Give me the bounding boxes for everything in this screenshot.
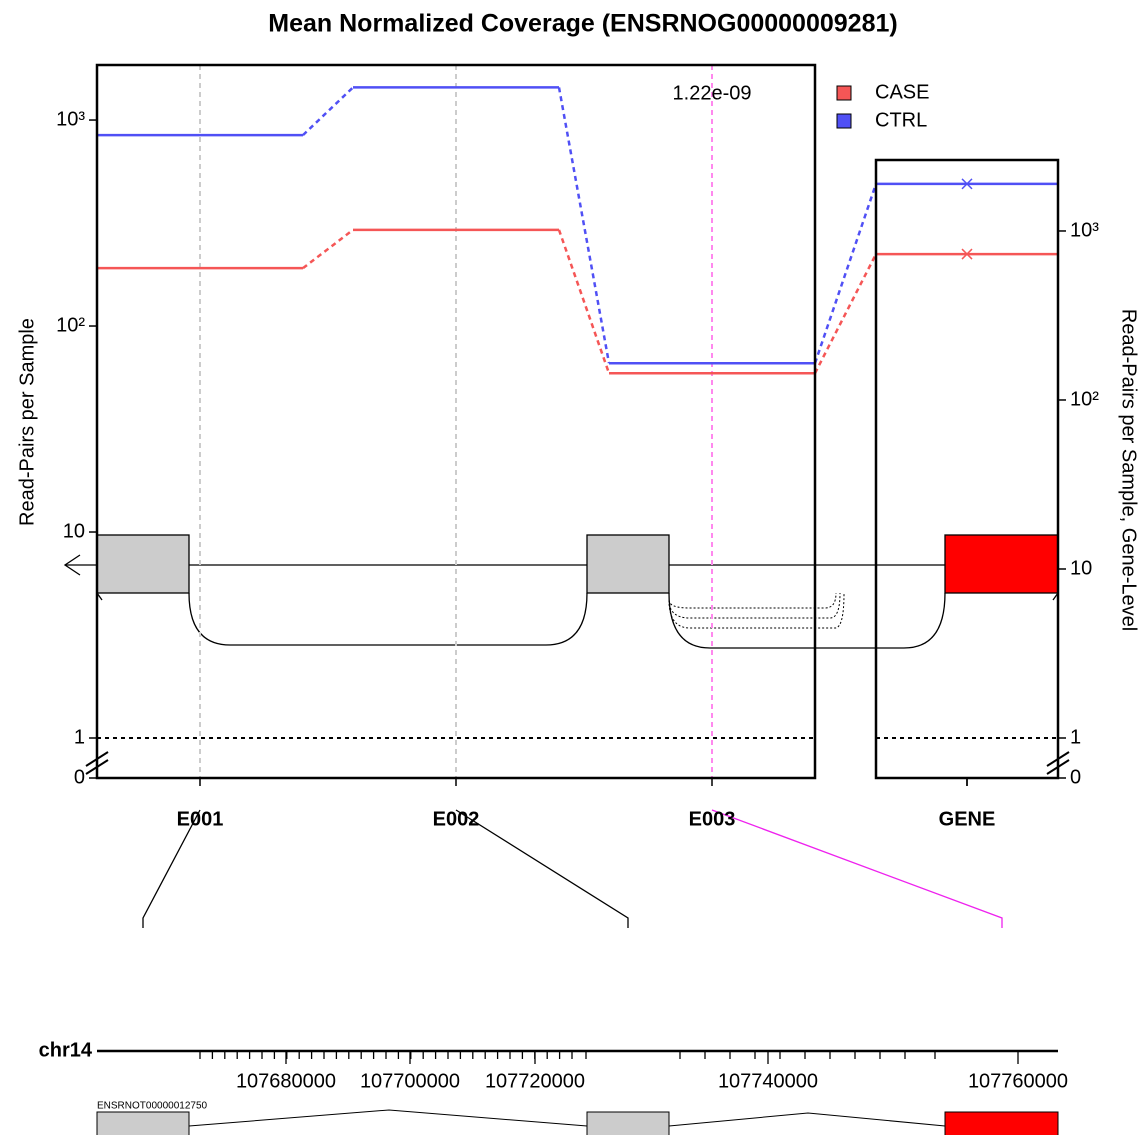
connector <box>813 183 878 364</box>
gene-model <box>63 534 1059 1135</box>
y-tick-label: 10 <box>63 520 85 542</box>
y-tick-label: 10³ <box>56 108 85 130</box>
connector <box>557 229 611 374</box>
axis-break <box>85 751 1070 775</box>
x-tick-label: E001 <box>177 808 224 830</box>
connector <box>302 228 354 270</box>
genome-tick-label: 107680000 <box>236 1070 336 1092</box>
y2-tick-label: 1 <box>1070 726 1081 748</box>
transcript-label: ENSRNOT00000012750 <box>97 1101 208 1112</box>
genome-tick-label: 107720000 <box>485 1070 585 1092</box>
connector <box>302 86 354 137</box>
legend-swatch <box>836 113 852 129</box>
genome-tick-label: 107740000 <box>718 1070 818 1092</box>
y2-tick-label: 0 <box>1070 766 1081 788</box>
y2-tick-label: 10² <box>1070 388 1099 410</box>
legend-label: CASE <box>875 81 929 103</box>
x-tick-label: GENE <box>939 808 996 830</box>
genome-tick-label: 107760000 <box>968 1070 1068 1092</box>
x-tick-label: E003 <box>689 808 736 830</box>
genome-tick-label: 107700000 <box>360 1070 460 1092</box>
y2-tick-label: 10 <box>1070 557 1092 579</box>
gene-frame <box>874 158 1060 780</box>
legend-swatch <box>836 85 852 101</box>
exon-connectors <box>142 809 1003 928</box>
chart-title: Mean Normalized Coverage (ENSRNOG0000000… <box>268 10 897 38</box>
y-tick-label: 1 <box>74 726 85 748</box>
gene-marker <box>961 178 973 190</box>
legend-label: CTRL <box>875 109 927 131</box>
plot-frame <box>95 63 817 780</box>
connector <box>813 253 878 374</box>
y-tick-label: 0 <box>74 766 85 788</box>
x-tick-label: E002 <box>433 808 480 830</box>
annotation: 1.22e-09 <box>673 82 752 104</box>
y-tick-label: 10² <box>56 314 85 336</box>
y-axis-label: Read-Pairs per Sample <box>16 318 38 526</box>
chromosome-label: chr14 <box>39 1039 93 1061</box>
y2-axis-label: Read-Pairs per Sample, Gene-Level <box>1118 309 1140 631</box>
y2-tick-label: 10³ <box>1070 219 1099 241</box>
connector <box>557 87 611 364</box>
gene-marker <box>961 248 973 260</box>
